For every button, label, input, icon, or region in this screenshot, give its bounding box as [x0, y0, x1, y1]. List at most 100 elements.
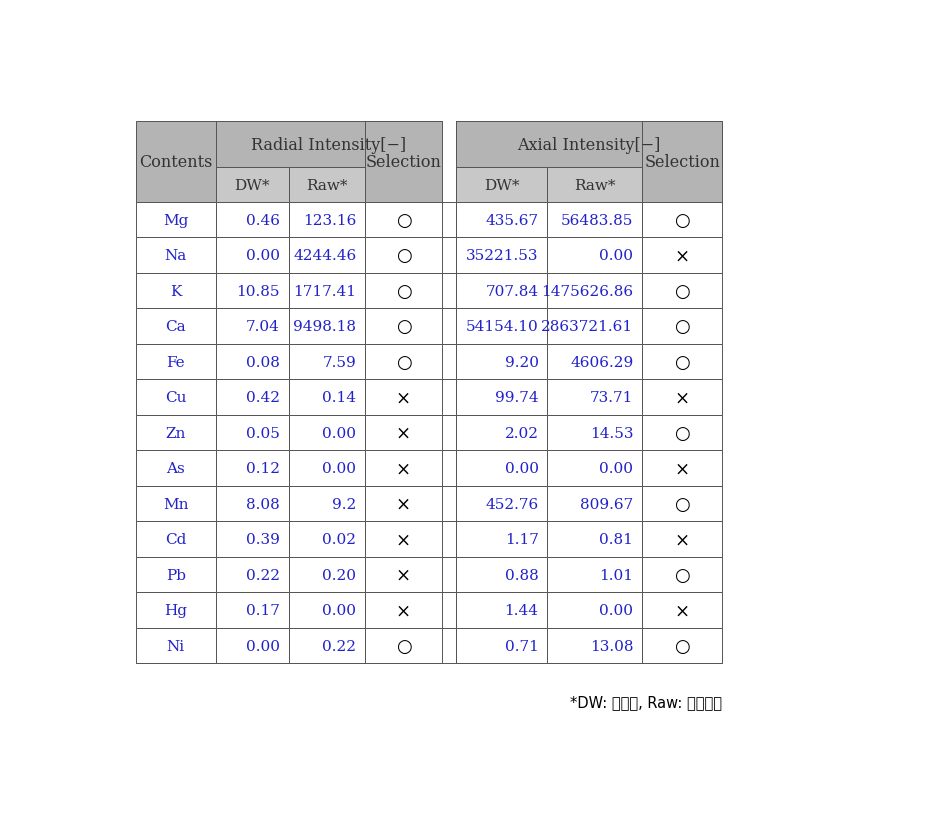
Text: 0.00: 0.00: [322, 604, 356, 618]
Bar: [216, 628, 289, 663]
Text: Contents: Contents: [139, 154, 212, 171]
Bar: [442, 486, 456, 522]
Bar: [289, 380, 365, 416]
Bar: [289, 522, 365, 557]
Text: ×: ×: [396, 531, 411, 548]
Bar: [289, 486, 365, 522]
Text: 0.81: 0.81: [600, 532, 634, 546]
Text: 0.00: 0.00: [600, 461, 634, 475]
Bar: [456, 203, 547, 238]
Bar: [442, 416, 456, 451]
Bar: [216, 344, 289, 380]
Bar: [366, 451, 442, 486]
Bar: [442, 593, 456, 628]
Text: 99.74: 99.74: [495, 391, 539, 405]
Text: 452.76: 452.76: [485, 497, 539, 511]
Bar: [216, 451, 289, 486]
Bar: [442, 522, 456, 557]
Bar: [216, 168, 289, 203]
Bar: [642, 557, 722, 593]
Bar: [547, 593, 642, 628]
Text: Cd: Cd: [165, 532, 186, 546]
Bar: [135, 451, 216, 486]
Text: 56483.85: 56483.85: [561, 214, 634, 228]
Bar: [442, 122, 456, 203]
Bar: [135, 486, 216, 522]
Bar: [366, 557, 442, 593]
Text: Fe: Fe: [166, 355, 185, 369]
Text: ○: ○: [674, 354, 690, 371]
Text: 1.17: 1.17: [505, 532, 539, 546]
Bar: [135, 628, 216, 663]
Bar: [366, 416, 442, 451]
Bar: [289, 416, 365, 451]
Text: Selection: Selection: [366, 154, 442, 171]
Bar: [442, 344, 456, 380]
Text: ×: ×: [396, 460, 411, 478]
Text: Pb: Pb: [165, 568, 186, 582]
Text: 0.00: 0.00: [600, 604, 634, 618]
Bar: [547, 344, 642, 380]
Bar: [456, 416, 547, 451]
Bar: [456, 273, 547, 309]
Bar: [642, 309, 722, 344]
Bar: [547, 238, 642, 273]
Bar: [547, 380, 642, 416]
Bar: [642, 593, 722, 628]
Bar: [442, 380, 456, 416]
Text: 809.67: 809.67: [580, 497, 634, 511]
Text: ○: ○: [674, 211, 690, 229]
Text: 0.46: 0.46: [246, 214, 280, 228]
Text: 0.00: 0.00: [322, 426, 356, 440]
Text: 0.20: 0.20: [322, 568, 356, 582]
Bar: [216, 486, 289, 522]
Text: *DW: 증류수, Raw: 연마폐수: *DW: 증류수, Raw: 연마폐수: [571, 695, 722, 710]
Text: 0.00: 0.00: [246, 639, 280, 652]
Bar: [456, 451, 547, 486]
Bar: [442, 238, 456, 273]
Text: 0.22: 0.22: [246, 568, 280, 582]
Text: 0.22: 0.22: [322, 639, 356, 652]
Text: 0.00: 0.00: [505, 461, 539, 475]
Bar: [547, 203, 642, 238]
Text: Radial Intensity[−]: Radial Intensity[−]: [251, 137, 406, 153]
Bar: [216, 203, 289, 238]
Text: 0.08: 0.08: [246, 355, 280, 369]
Text: 1.44: 1.44: [505, 604, 539, 618]
Text: 435.67: 435.67: [485, 214, 539, 228]
Text: 0.02: 0.02: [322, 532, 356, 546]
Text: 123.16: 123.16: [303, 214, 356, 228]
Text: ×: ×: [396, 601, 411, 619]
Text: ○: ○: [396, 211, 412, 229]
Text: ×: ×: [675, 531, 690, 548]
Text: 0.14: 0.14: [322, 391, 356, 405]
Bar: [442, 309, 456, 344]
Text: 35221.53: 35221.53: [466, 249, 539, 262]
Bar: [456, 380, 547, 416]
Text: 0.00: 0.00: [600, 249, 634, 262]
Text: Zn: Zn: [165, 426, 186, 440]
Bar: [135, 344, 216, 380]
Text: 0.17: 0.17: [246, 604, 280, 618]
Bar: [456, 522, 547, 557]
Bar: [366, 593, 442, 628]
Bar: [642, 486, 722, 522]
Bar: [135, 380, 216, 416]
Text: Ca: Ca: [165, 320, 186, 334]
Bar: [289, 557, 365, 593]
Bar: [456, 168, 547, 203]
Text: 9498.18: 9498.18: [293, 320, 356, 334]
Text: 10.85: 10.85: [237, 284, 280, 298]
Bar: [135, 273, 216, 309]
Text: ○: ○: [674, 637, 690, 655]
Bar: [135, 309, 216, 344]
Bar: [289, 203, 365, 238]
Text: Selection: Selection: [644, 154, 720, 171]
Bar: [289, 344, 365, 380]
Text: Axial Intensity[−]: Axial Intensity[−]: [518, 137, 661, 153]
Text: 7.59: 7.59: [322, 355, 356, 369]
Bar: [366, 344, 442, 380]
Text: Mg: Mg: [164, 214, 188, 228]
Text: 7.04: 7.04: [246, 320, 280, 334]
Bar: [456, 122, 722, 168]
